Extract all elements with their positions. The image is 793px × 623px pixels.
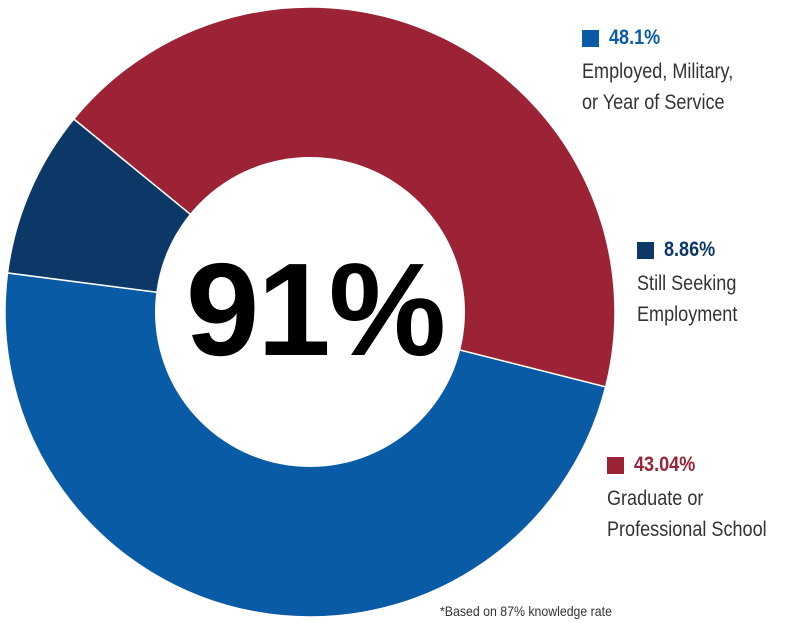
legend-value-employed: 48.1%	[609, 26, 661, 49]
legend-label-line: Professional School	[607, 518, 767, 541]
legend-label-line: Graduate or	[607, 487, 704, 510]
legend-label-line: Employed, Military,	[582, 60, 734, 83]
legend-label-line: Still Seeking	[637, 272, 737, 295]
legend-label-line: Employment	[637, 303, 738, 326]
legend-item-graduate: 43.04% Graduate or Professional School	[607, 453, 793, 545]
legend-value-seeking: 8.86%	[664, 238, 716, 261]
legend-value-graduate: 43.04%	[634, 453, 696, 476]
center-percentage-label: 91%	[185, 236, 446, 383]
legend-label-employed: Employed, Military, or Year of Service	[582, 56, 733, 118]
legend-item-seeking: 8.86% Still Seeking Employment	[637, 238, 754, 330]
legend-item-employed: 48.1% Employed, Military, or Year of Ser…	[582, 26, 758, 118]
donut-hole	[155, 157, 465, 467]
legend-label-seeking: Still Seeking Employment	[637, 268, 737, 330]
legend-swatch-employed	[582, 29, 599, 47]
legend-swatch-seeking	[637, 241, 654, 259]
legend-label-graduate: Graduate or Professional School	[607, 483, 767, 545]
legend-label-line: or Year of Service	[582, 91, 725, 114]
footnote: *Based on 87% knowledge rate	[440, 603, 612, 619]
legend-swatch-graduate	[607, 456, 624, 474]
